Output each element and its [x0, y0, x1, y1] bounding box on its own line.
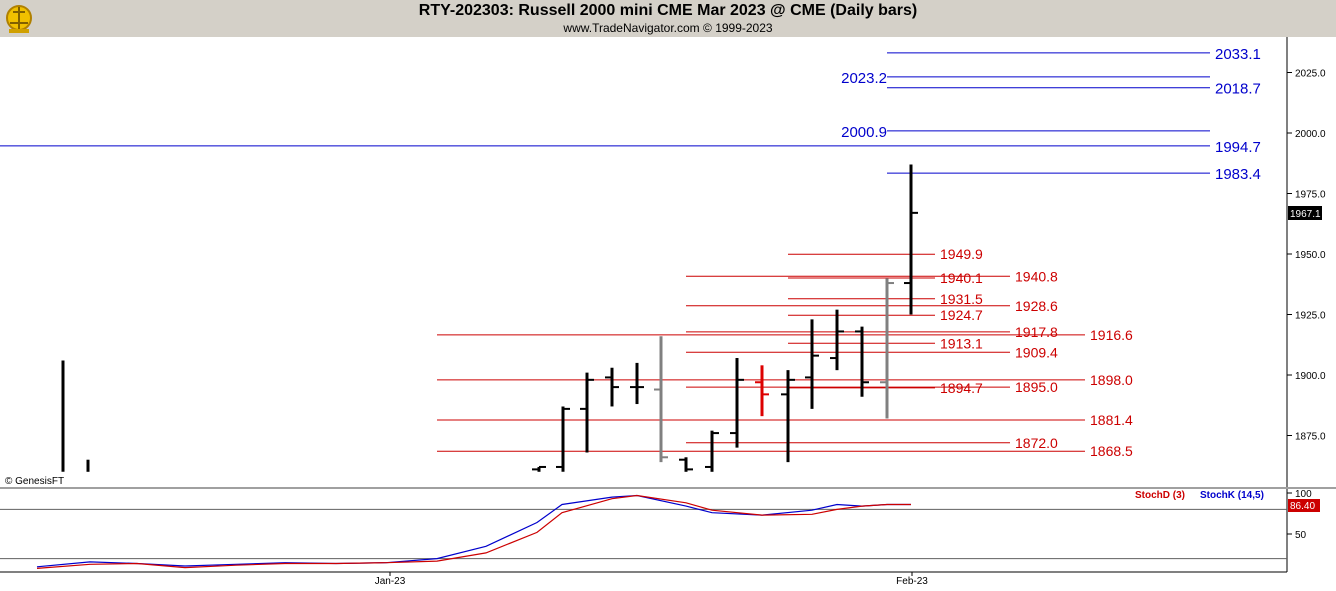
blue-level-label: 1994.7	[1215, 139, 1261, 156]
stochastic-lines	[0, 494, 1287, 569]
price-tick-label: 1950.0	[1295, 250, 1326, 261]
red-level-label: 1931.5	[940, 291, 983, 307]
price-tick-label: 1900.0	[1295, 371, 1326, 382]
oscillator-panel	[0, 489, 1287, 572]
stochd-line	[36, 494, 911, 569]
last-price-value: 1967.1	[1290, 209, 1321, 220]
red-level-label: 1916.6	[1090, 327, 1133, 343]
price-tick-label: 1975.0	[1295, 190, 1326, 201]
osc-tick-label: 50	[1295, 530, 1307, 541]
genesis-watermark: © GenesisFT	[5, 476, 64, 487]
red-level-label: 1949.9	[940, 246, 983, 262]
price-tick-label: 1925.0	[1295, 311, 1326, 322]
red-level-label: 1909.4	[1015, 344, 1058, 360]
time-axis-area	[0, 572, 1336, 591]
osc-tick-label: 100	[1295, 489, 1312, 500]
blue-level-label: 2023.2	[841, 70, 887, 87]
price-tick-label: 1875.0	[1295, 432, 1326, 443]
red-level-label: 1940.8	[1015, 268, 1058, 284]
price-axis-ticks: 2025.0 2000.0 1975.0 1950.0 1925.0 1900.0 1875…	[1287, 69, 1326, 443]
osc-axis-ticks: 100 50	[1287, 489, 1312, 541]
chart-subtitle: www.TradeNavigator.com © 1999-2023	[563, 21, 773, 35]
blue-level-label: 2018.7	[1215, 81, 1261, 98]
red-level-label: 1917.8	[1015, 324, 1058, 340]
blue-level-label: 2033.1	[1215, 46, 1261, 63]
blue-level-label: 2000.9	[841, 124, 887, 141]
blue-level-label: 1983.4	[1215, 166, 1261, 183]
time-tick-label: Feb-23	[896, 576, 928, 587]
red-level-label: 1868.5	[1090, 443, 1133, 459]
price-axis-area	[1287, 37, 1336, 487]
osc-last-value: 86.40	[1290, 501, 1315, 512]
red-level-label: 1881.4	[1090, 412, 1133, 428]
stochk-line	[36, 494, 911, 568]
price-bars	[61, 164, 918, 472]
red-level-label: 1898.0	[1090, 372, 1133, 388]
last-price-tag	[1288, 206, 1322, 220]
osc-last-value-tag	[1288, 499, 1320, 512]
price-tick-label: 2025.0	[1295, 69, 1326, 80]
price-panel	[0, 37, 1287, 487]
time-tick-label: Jan-23	[375, 576, 406, 587]
chart-title: RTY-202303: Russell 2000 mini CME Mar 20…	[418, 2, 918, 19]
red-level-label: 1924.7	[940, 307, 983, 323]
trade-navigator-logo	[4, 3, 34, 35]
stochk-legend: StochK (14,5)	[1200, 490, 1264, 501]
red-level-label: 1913.1	[940, 335, 983, 351]
red-level-label: 1872.0	[1015, 435, 1058, 451]
stochd-legend: StochD (3)	[1135, 490, 1185, 501]
red-level-label: 1940.1	[940, 270, 983, 286]
time-axis-ticks: Jan-23 Feb-23	[375, 572, 928, 587]
red-level-label: 1894.7	[940, 380, 983, 396]
red-level-label: 1928.6	[1015, 298, 1058, 314]
price-tick-label: 2000.0	[1295, 129, 1326, 140]
red-level-label: 1895.0	[1015, 379, 1058, 395]
